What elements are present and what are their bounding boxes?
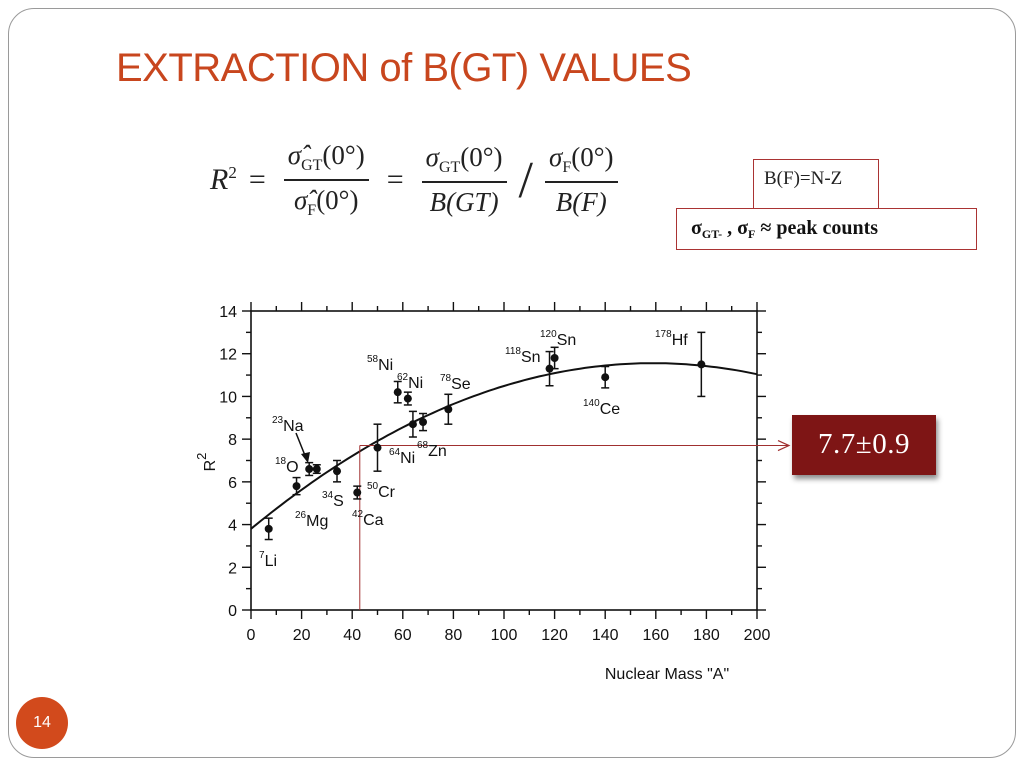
data-point	[408, 420, 417, 429]
y-tick-label: 0	[228, 603, 237, 620]
data-point	[545, 364, 554, 373]
isotope-label: 68Zn	[417, 440, 447, 460]
x-tick-label: 200	[744, 627, 771, 644]
readout-arrow-head	[777, 440, 791, 452]
data-point	[353, 488, 362, 497]
fit-curve	[250, 362, 758, 530]
data-point	[444, 405, 453, 414]
data-point	[264, 524, 273, 533]
x-tick-label: 20	[293, 627, 311, 644]
data-point	[393, 388, 402, 397]
y-tick-label: 12	[219, 347, 237, 364]
data-point	[403, 394, 412, 403]
isotope-label: 58Ni	[367, 354, 393, 374]
data-point	[373, 443, 382, 452]
r-squared-formula: R2 = σ̂GT(0°) σ̂F(0°) = σGT(0°) B(GT) / …	[210, 140, 624, 230]
y-axis-label: R2	[194, 453, 219, 472]
x-tick-label: 40	[343, 627, 361, 644]
formula-equals-1: =	[248, 163, 266, 196]
data-point	[419, 418, 428, 427]
isotope-label: 64Ni	[389, 447, 415, 467]
isotope-label: 50Cr	[367, 481, 396, 501]
isotope-label: 118Sn	[505, 346, 541, 366]
data-point	[697, 360, 706, 369]
isotope-label: 42Ca	[352, 509, 384, 529]
y-tick-label: 14	[219, 304, 237, 321]
data-point	[305, 465, 314, 474]
x-tick-label: 80	[445, 627, 463, 644]
x-tick-label: 0	[247, 627, 256, 644]
y-tick-label: 4	[228, 518, 237, 535]
isotope-label: 34S	[322, 490, 344, 510]
x-tick-label: 60	[394, 627, 412, 644]
plot-frame	[250, 310, 758, 611]
data-point	[601, 373, 610, 382]
y-tick-label: 2	[228, 560, 237, 577]
data-point	[312, 465, 321, 474]
slide-title: EXTRACTION of B(GT) VALUES	[116, 46, 692, 90]
isotope-label: 7Li	[259, 550, 277, 570]
x-tick-label: 120	[541, 627, 568, 644]
formula-lhs: R2	[210, 163, 237, 196]
data-point	[292, 482, 301, 491]
x-tick-label: 160	[642, 627, 669, 644]
x-tick-label: 140	[592, 627, 619, 644]
isotope-label: 78Se	[440, 373, 471, 393]
fermi-strength-note: B(F)=N-Z	[753, 159, 879, 209]
isotope-label: 140Ce	[583, 398, 620, 418]
data-point	[550, 353, 559, 362]
isotope-label: 18O	[275, 456, 299, 476]
result-value-box: 7.7±0.9	[792, 415, 936, 475]
x-tick-label: 100	[491, 627, 518, 644]
isotope-label: 62Ni	[397, 372, 423, 392]
formula-fraction-gt: σGT(0°) B(GT)	[421, 142, 507, 218]
formula-slash: /	[518, 151, 533, 209]
formula-equals-2: =	[386, 163, 404, 196]
page-number-badge: 14	[16, 697, 68, 749]
y-tick-label: 8	[228, 432, 237, 449]
isotope-label: 26Mg	[295, 510, 328, 530]
x-tick-label: 180	[693, 627, 720, 644]
na-pointer-head	[301, 452, 310, 463]
formula-fraction-hat: σ̂GT(0°) σ̂F(0°)	[283, 140, 369, 220]
isotope-label: 120Sn	[540, 329, 576, 349]
x-axis-label: Nuclear Mass "A"	[605, 666, 729, 683]
y-tick-label: 10	[219, 389, 237, 406]
isotope-label: 23Na	[272, 415, 304, 435]
data-point	[333, 467, 342, 476]
peak-counts-note: σGT- , σF ≈ peak counts	[676, 208, 977, 250]
formula-fraction-f: σF(0°) B(F)	[545, 142, 618, 218]
y-tick-label: 6	[228, 475, 237, 492]
isotope-label: 178Hf	[655, 329, 688, 349]
